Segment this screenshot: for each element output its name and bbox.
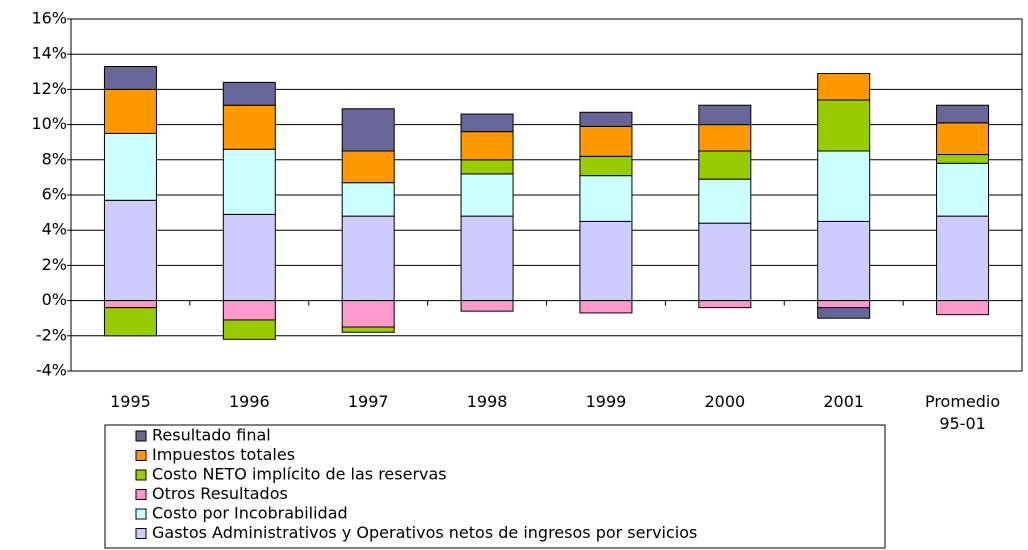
bar-segment xyxy=(817,150,871,222)
legend-swatch xyxy=(135,489,147,500)
legend-box xyxy=(104,424,886,549)
x-tick-label: 1995 xyxy=(110,392,151,411)
bar-segment xyxy=(698,150,752,180)
y-tick-label: 0% xyxy=(42,290,67,309)
bar-segment xyxy=(936,215,990,302)
y-tick-label: 8% xyxy=(42,149,67,168)
y-tick-label: -4% xyxy=(36,361,67,380)
bar-segment xyxy=(817,307,871,319)
legend-label: Otros Resultados xyxy=(152,484,288,503)
bar-segment xyxy=(698,104,752,126)
bar-segment xyxy=(817,300,871,309)
legend-swatch xyxy=(135,450,147,461)
x-tick-label: 1997 xyxy=(347,392,389,411)
bar-segment xyxy=(579,220,633,302)
legend-swatch xyxy=(135,508,147,520)
bar-segment xyxy=(222,81,276,106)
bar-segment xyxy=(698,178,752,224)
bar-segment xyxy=(341,150,395,184)
bar-segment xyxy=(103,300,157,309)
bar-segment xyxy=(222,104,276,150)
bar-segment xyxy=(103,199,157,302)
bar-segment xyxy=(936,162,990,217)
plot-frame xyxy=(70,18,1023,372)
bar-segment xyxy=(460,300,514,312)
bar-segment xyxy=(460,215,514,302)
bar-segment xyxy=(222,213,276,302)
y-tick-label: 16% xyxy=(31,9,67,28)
bar-segment xyxy=(341,182,395,217)
bar-segment xyxy=(222,300,276,321)
legend-swatch xyxy=(135,528,147,539)
bar-segment xyxy=(579,175,633,222)
x-tick-label: 1999 xyxy=(585,392,627,411)
bar-segment xyxy=(222,319,276,340)
legend-swatch xyxy=(135,430,147,442)
y-tick-label: 12% xyxy=(31,79,67,98)
bar-segment xyxy=(579,111,633,127)
legend-label: Costo por Incobrabilidad xyxy=(152,504,348,523)
bar-segment xyxy=(341,326,395,333)
legend-label: Gastos Administrativos y Operativos neto… xyxy=(152,523,697,542)
bar-segment xyxy=(936,104,990,124)
x-tick-label: 1998 xyxy=(466,392,508,411)
bar-segment xyxy=(579,155,633,177)
bar-segment xyxy=(103,88,157,134)
legend-swatch xyxy=(135,469,147,481)
bar-segment xyxy=(698,222,752,302)
bar-segment xyxy=(579,300,633,314)
x-tick-label: 1996 xyxy=(228,392,270,411)
bar-segment xyxy=(103,66,157,90)
bar-segment xyxy=(103,307,157,337)
bar-segment xyxy=(341,300,395,328)
y-tick-label: 10% xyxy=(31,114,67,133)
y-tick-label: 2% xyxy=(42,255,67,274)
bar-segment xyxy=(698,124,752,152)
bar-segment xyxy=(579,125,633,157)
bar-segment xyxy=(341,215,395,302)
bar-segment xyxy=(936,154,990,164)
y-tick-label: 14% xyxy=(31,44,67,63)
x-tick-label: 2001 xyxy=(823,392,865,411)
legend-label: Costo NETO implícito de las reservas xyxy=(152,465,447,484)
bar-segment xyxy=(817,99,871,152)
y-tick-label: -2% xyxy=(36,325,67,344)
bar-segment xyxy=(460,113,514,133)
bar-segment xyxy=(103,132,157,201)
bar-segment xyxy=(222,148,276,215)
x-tick-label: Promedio 95-01 xyxy=(924,392,1001,433)
x-tick-label: 2000 xyxy=(704,392,746,411)
bar-segment xyxy=(817,220,871,302)
bar-segment xyxy=(460,173,514,217)
y-tick-label: 4% xyxy=(42,220,67,239)
bar-segment xyxy=(460,159,514,175)
bar-segment xyxy=(936,300,990,316)
bar-segment xyxy=(936,122,990,156)
bar-segment xyxy=(460,131,514,161)
bar-segment xyxy=(341,108,395,152)
legend-label: Impuestos totales xyxy=(152,445,295,464)
bar-segment xyxy=(817,73,871,101)
bar-segment xyxy=(698,300,752,309)
legend-label: Resultado final xyxy=(152,426,271,445)
y-tick-label: 6% xyxy=(42,185,67,204)
